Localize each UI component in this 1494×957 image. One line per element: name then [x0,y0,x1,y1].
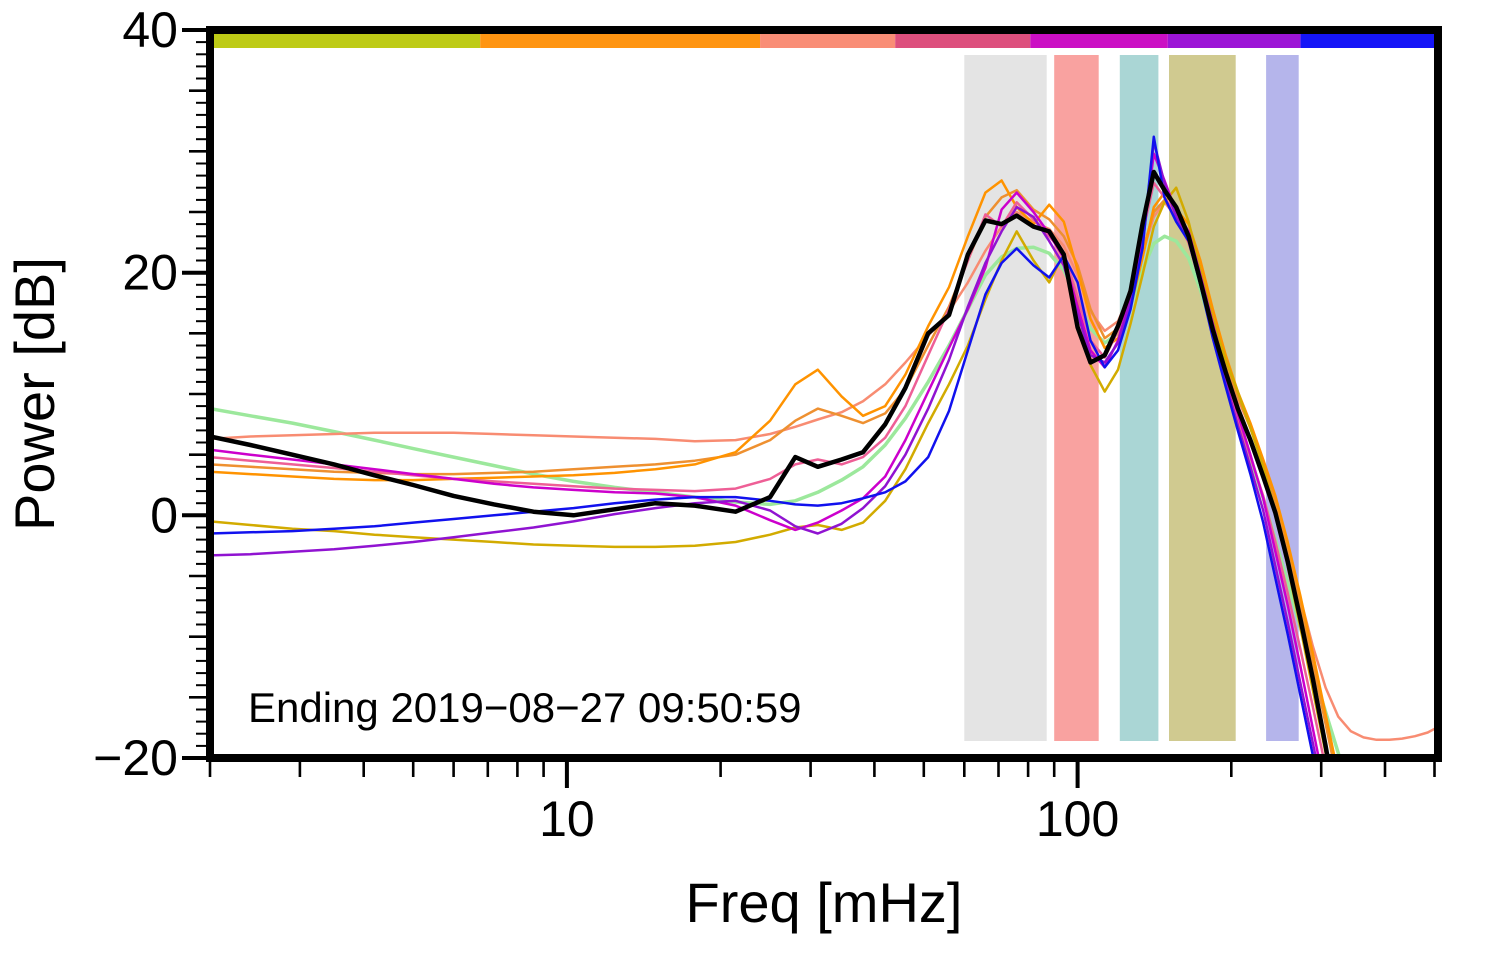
x-tick-label: 100 [1036,791,1119,847]
plot-frame [206,26,1442,762]
series-salmon [210,201,1438,742]
top-strip-magenta [1030,34,1168,48]
y-tick-label: −20 [93,730,178,786]
top-strip-yellow-green [210,34,481,48]
y-tick-label: 20 [122,245,178,301]
series-pink [210,181,1325,758]
x-tick-label: 10 [539,791,595,847]
olive-band-highlight [1169,55,1236,741]
top-strip-salmon [760,34,896,48]
top-strip-purple [1167,34,1301,48]
y-axis-label: Power [dB] [3,257,66,531]
gray-band-highlight [964,55,1047,741]
top-strip-orange [480,34,761,48]
series-blue [210,135,1315,758]
chart-layers: 40 20 0 −20 10 100 [93,2,1442,847]
top-strip-rose [895,34,1031,48]
y-tick-label: 40 [122,2,178,58]
y-tick-label: 0 [150,487,178,543]
red-band-highlight [1054,55,1099,741]
top-strip-blue [1300,34,1438,48]
ending-time-annotation: Ending 2019−08−27 09:50:59 [248,684,802,731]
x-axis-label: Freq [mHz] [686,871,963,934]
series-gold [210,186,1328,758]
series-black-mean [210,169,1330,758]
curves-group [210,135,1438,758]
